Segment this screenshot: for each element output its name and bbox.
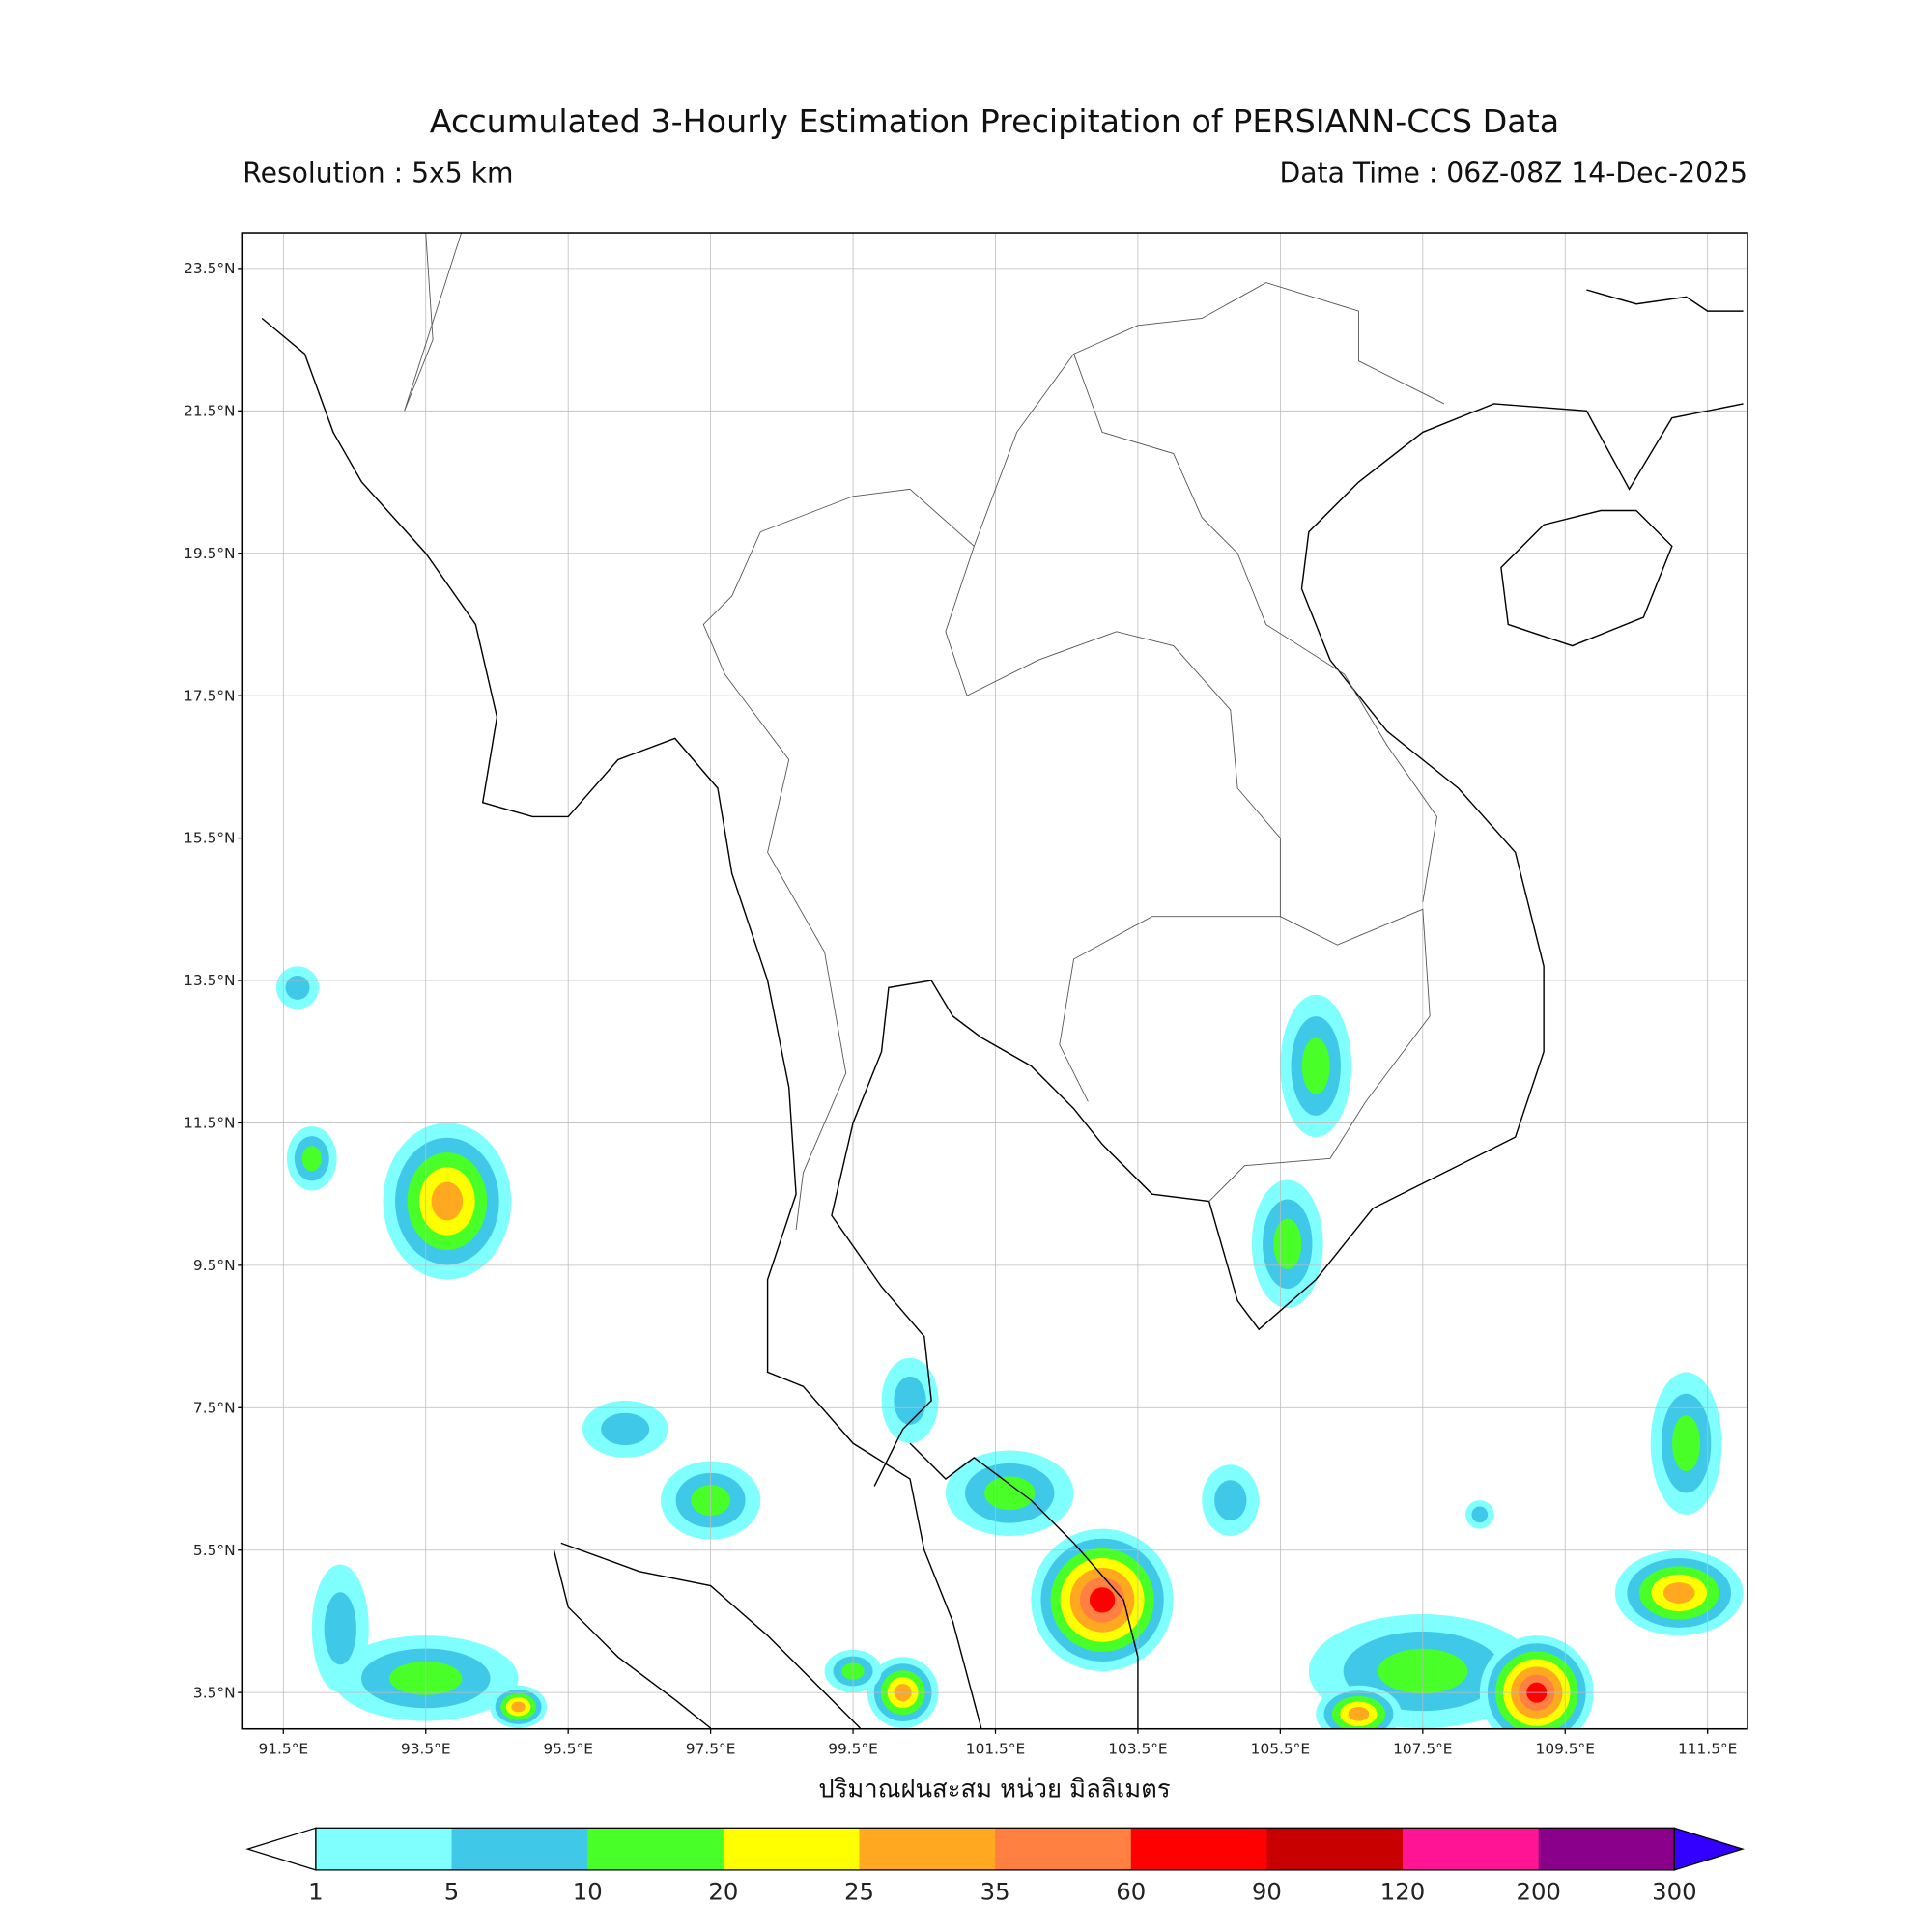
coastline (261, 317, 982, 1729)
precipitation-contour (1348, 1707, 1370, 1721)
colorbar-tick-label: 90 (1252, 1878, 1282, 1906)
precipitation-contour (301, 1146, 322, 1172)
country-border (760, 488, 1281, 1102)
lat-tick-label: 13.5°N (184, 972, 235, 989)
lat-tick-label: 11.5°N (184, 1115, 235, 1132)
lon-tick-label: 111.5°E (1678, 1740, 1737, 1757)
colorbar-tick-label: 5 (444, 1878, 459, 1906)
precipitation-cell (1202, 1464, 1260, 1536)
precipitation-contour (324, 1592, 356, 1665)
precipitation-contour (984, 1476, 1036, 1511)
country-border (1073, 354, 1438, 903)
coastline (1500, 509, 1673, 647)
colorbar-tick-label: 300 (1652, 1878, 1696, 1906)
precipitation-contour (1662, 1582, 1695, 1604)
colorbar-bin (1130, 1828, 1268, 1870)
colorbar-bin (859, 1828, 996, 1870)
precipitation-cell (286, 1126, 337, 1191)
map-body (242, 233, 1747, 1729)
colorbar-bin (451, 1828, 588, 1870)
precipitation-contour (1273, 1218, 1302, 1269)
resolution-label: Resolution : 5x5 km (242, 158, 514, 190)
colorbar-tick-label: 120 (1380, 1878, 1425, 1906)
colorbar-frame (315, 1827, 1675, 1871)
precipitation-contour (1089, 1587, 1116, 1613)
lat-tick-label: 21.5°N (184, 402, 235, 419)
precipitation-cell (311, 1564, 369, 1693)
precipitation-cell (1251, 1179, 1323, 1309)
precipitation-contour (1301, 1037, 1330, 1094)
precipitation-cell (1650, 1372, 1722, 1515)
lat-tick-label: 3.5°N (193, 1684, 236, 1701)
lat-tick-label: 15.5°N (184, 830, 235, 847)
precipitation-contour (601, 1412, 650, 1446)
lat-tick-label: 19.5°N (184, 545, 235, 562)
country-border (702, 531, 847, 1231)
lat-tick-label: 7.5°N (193, 1399, 236, 1416)
precipitation-contour (1214, 1480, 1247, 1520)
precipitation-cell (490, 1685, 548, 1729)
colorbar: 1 5 10 20 25 35 60 90 120 200 300 (245, 1827, 1746, 1906)
precipitation-cell (383, 1122, 512, 1280)
precipitation-cell (275, 966, 320, 1009)
lon-tick-label: 109.5°E (1536, 1740, 1595, 1757)
precipitation-contour (431, 1181, 464, 1221)
colorbar-tick-label: 1 (308, 1878, 324, 1906)
coastline (553, 1549, 712, 1729)
lon-tick-label: 107.5°E (1393, 1740, 1452, 1757)
lat-tick-label: 5.5°N (193, 1542, 236, 1559)
lat-tick-label: 9.5°N (193, 1257, 236, 1274)
colorbar-over-arrow (1673, 1827, 1746, 1871)
map-title: Accumulated 3-Hourly Estimation Precipit… (429, 103, 1560, 142)
colorbar-tick-label: 200 (1516, 1878, 1560, 1906)
precipitation-cell (582, 1400, 668, 1458)
precipitation-cell (1465, 1500, 1494, 1529)
colorbar-bin (587, 1828, 724, 1870)
coastline (1586, 289, 1744, 312)
precipitation-cell (1316, 1685, 1402, 1729)
data-time-label: Data Time : 06Z-08Z 14-Dec-2025 (1279, 158, 1747, 190)
country-border (1208, 908, 1431, 1202)
lat-tick-label: 23.5°N (184, 260, 235, 277)
lon-tick-label: 93.5°E (401, 1740, 451, 1757)
country-border (404, 233, 463, 412)
coastline (831, 403, 1744, 1487)
country-border (973, 282, 1445, 547)
colorbar-bin (723, 1828, 861, 1870)
colorbar-tick-label: 20 (708, 1878, 738, 1906)
colorbar-tick-label: 10 (573, 1878, 603, 1906)
colorbar-bin (1266, 1828, 1404, 1870)
lon-tick-label: 91.5°E (258, 1740, 308, 1757)
precipitation-cell (1280, 994, 1352, 1138)
colorbar-bin (315, 1828, 453, 1870)
lon-tick-label: 97.5°E (686, 1740, 736, 1757)
colorbar-bin (995, 1828, 1132, 1870)
precipitation-contour (1471, 1506, 1489, 1523)
lon-tick-label: 103.5°E (1108, 1740, 1167, 1757)
coastline (560, 1542, 861, 1729)
lat-tick-label: 17.5°N (184, 687, 235, 704)
lon-tick-label: 95.5°E (543, 1740, 593, 1757)
precipitation-cell (332, 1635, 519, 1721)
precipitation-cell (1614, 1549, 1744, 1636)
coastline (909, 1442, 1139, 1729)
precipitation-contour (894, 1376, 926, 1425)
colorbar-tick-label: 60 (1116, 1878, 1146, 1906)
precipitation-cell (881, 1357, 939, 1444)
lon-tick-label: 99.5°E (828, 1740, 878, 1757)
colorbar-unit-label: ปริมาณฝนสะสม หน่วย มิลลิเมตร (818, 1773, 1171, 1804)
colorbar-bin (1538, 1828, 1675, 1870)
precipitation-contour (1672, 1415, 1701, 1472)
precipitation-contour (511, 1701, 526, 1713)
lon-tick-label: 105.5°E (1251, 1740, 1310, 1757)
colorbar-tick-label: 25 (844, 1878, 874, 1906)
colorbar-under-arrow (245, 1827, 317, 1871)
precipitation-cell (945, 1450, 1074, 1536)
precipitation-contour (285, 975, 310, 1000)
lon-tick-label: 101.5°E (966, 1740, 1025, 1757)
colorbar-tick-label: 35 (980, 1878, 1010, 1906)
colorbar-bin (1403, 1828, 1540, 1870)
